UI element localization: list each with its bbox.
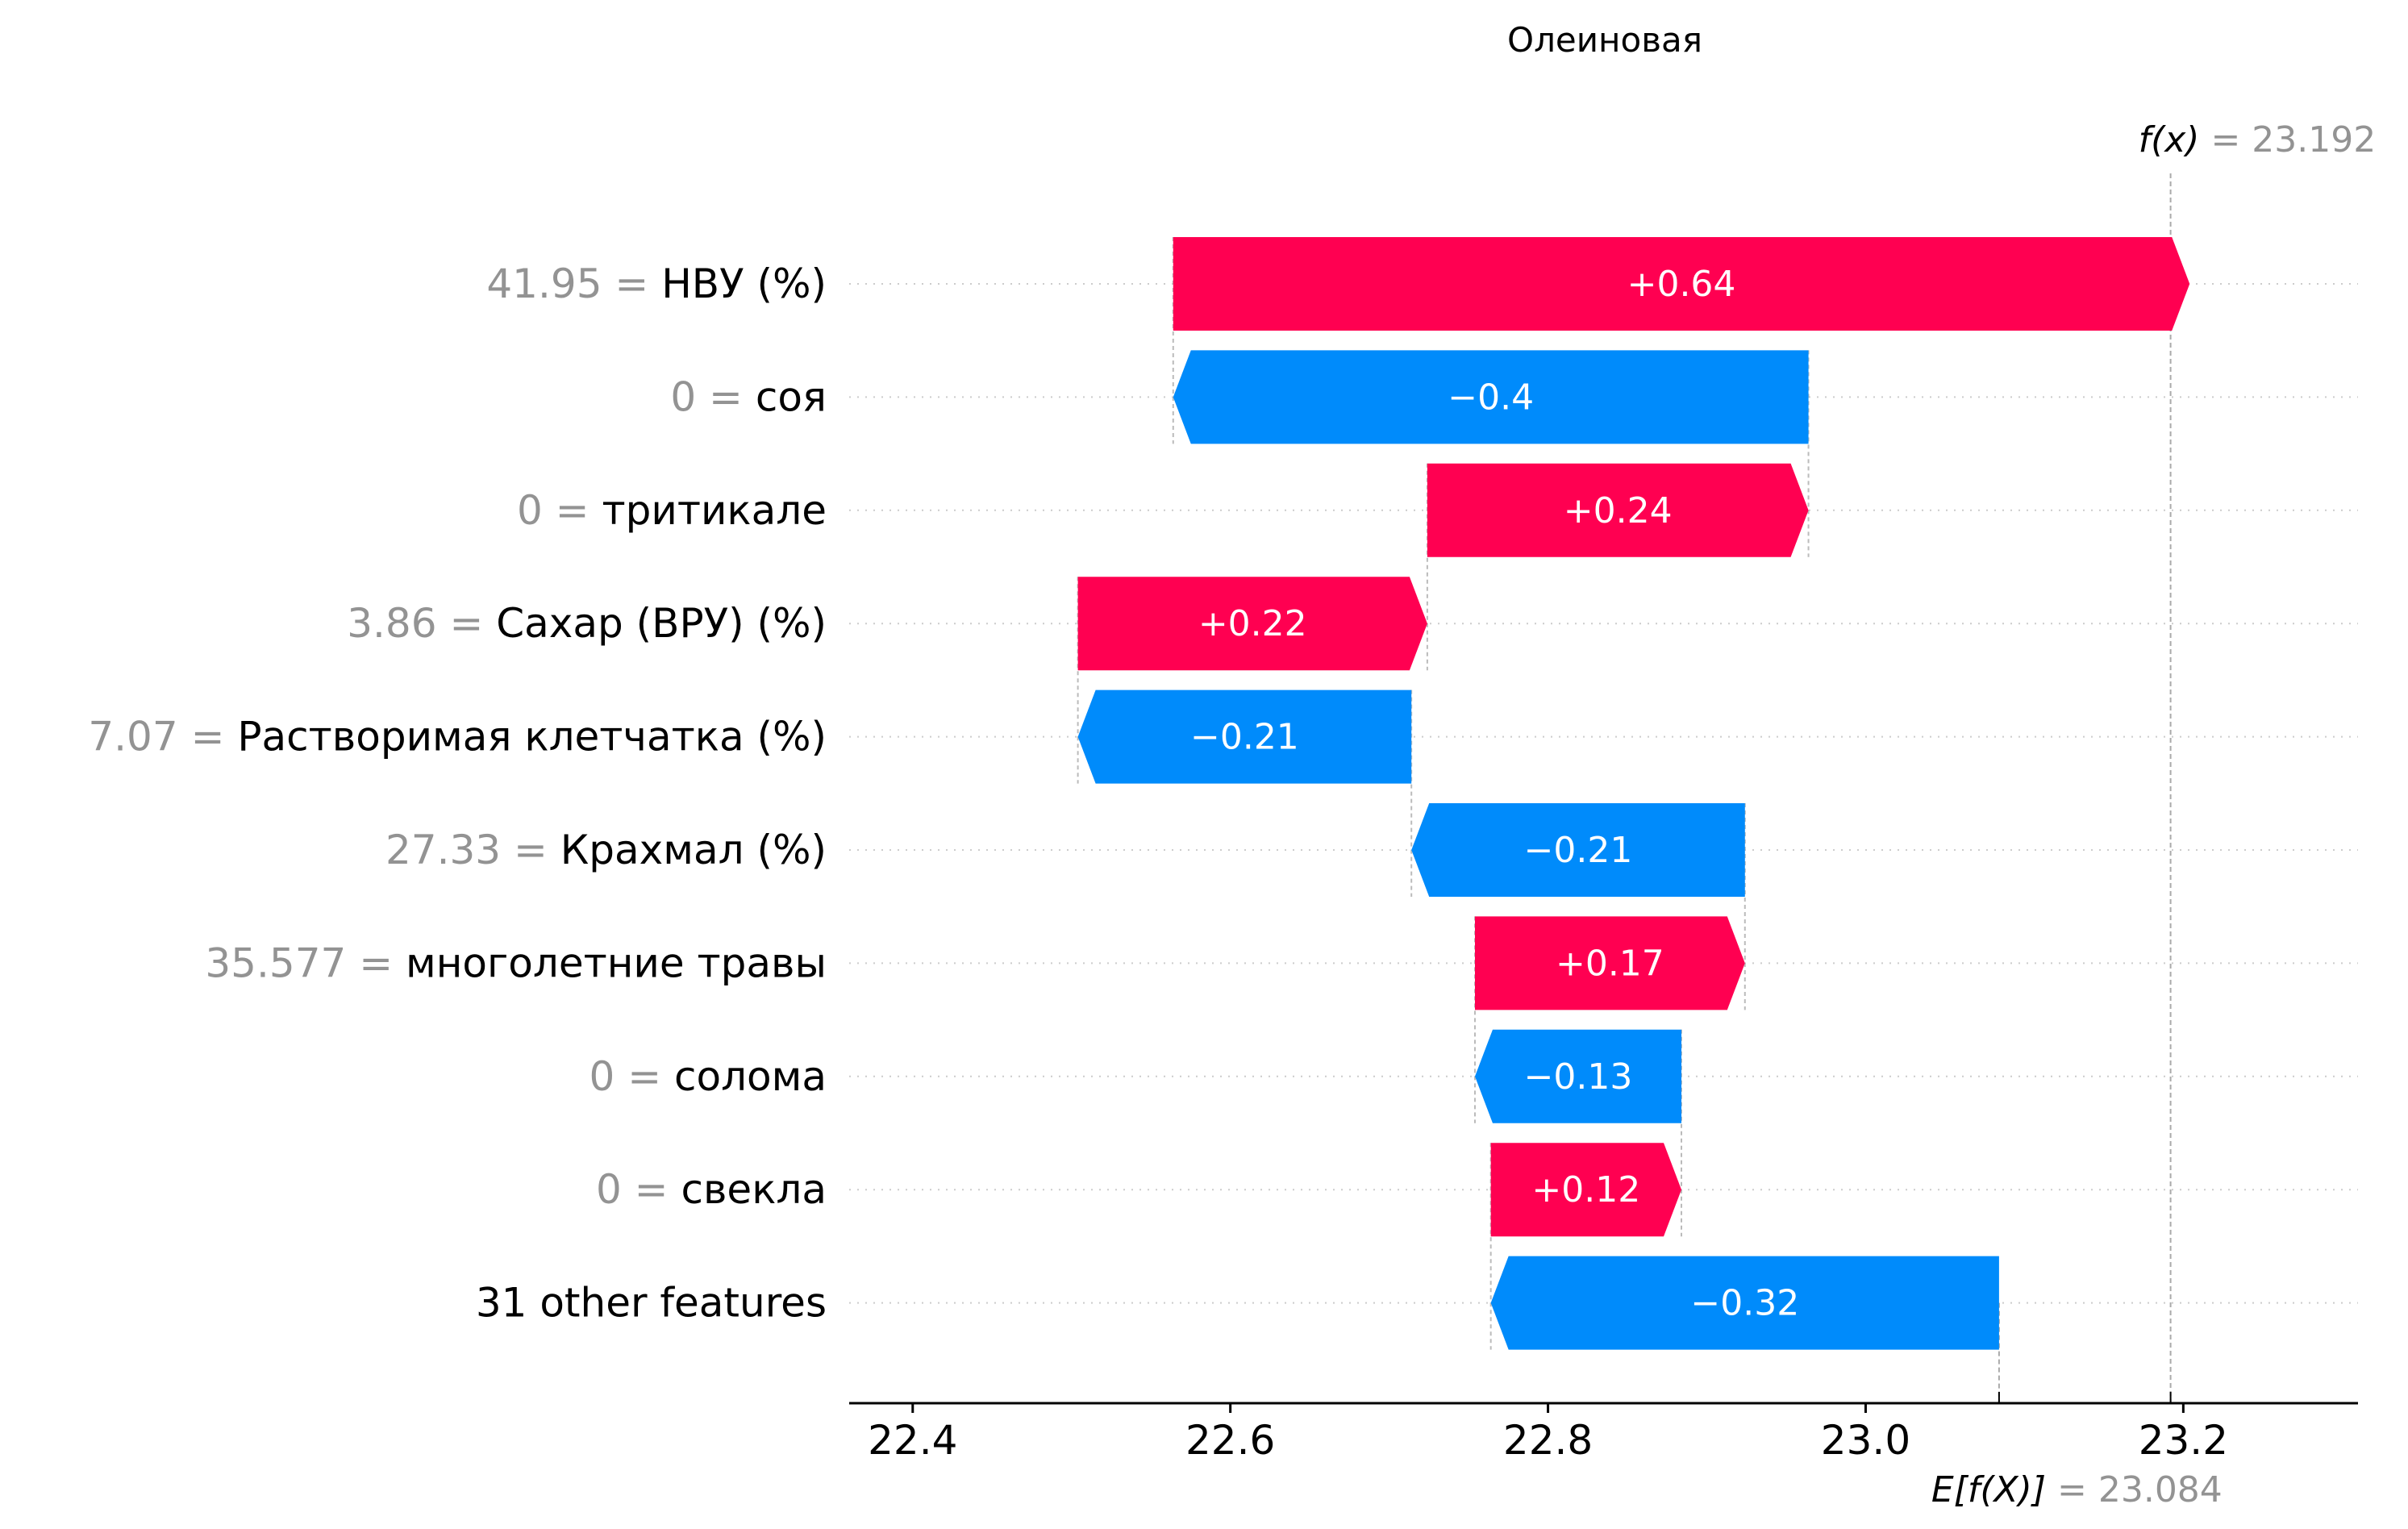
feature-value: 27.33 = <box>385 827 560 873</box>
bar-value-label: +0.24 <box>1564 490 1673 531</box>
efx-annotation: E[f(X)] = 23.084 <box>1931 1469 2223 1510</box>
feature-label: 0 = соя <box>670 373 827 420</box>
feature-label: 3.86 = Сахар (ВРУ) (%) <box>347 600 827 647</box>
bar-value-label: −0.21 <box>1190 717 1299 758</box>
feature-name: Сахар (ВРУ) (%) <box>496 600 827 647</box>
feature-value: 3.86 = <box>347 600 496 647</box>
feature-name: Растворимая клетчатка (%) <box>237 714 827 760</box>
efx-label: E[f(X)] <box>1931 1469 2057 1510</box>
positive-bar <box>1173 237 2190 331</box>
feature-value: 0 = <box>670 373 756 420</box>
bar-value-label: +0.17 <box>1556 943 1664 984</box>
feature-value: 35.577 = <box>205 939 406 986</box>
x-tick-label: 22.8 <box>1503 1417 1593 1464</box>
negative-bar <box>1490 1256 1999 1350</box>
bar-value-label: +0.64 <box>1627 264 1736 305</box>
feature-name: солома <box>674 1053 827 1100</box>
feature-label: 0 = солома <box>590 1053 827 1100</box>
bar-value-label: −0.32 <box>1690 1283 1799 1324</box>
expected-value-annotations: f(x) = 23.192 E[f(X)] = 23.084 <box>1931 119 2376 1510</box>
feature-value: 41.95 = <box>486 260 661 307</box>
positive-bar <box>1077 577 1427 671</box>
feature-name: свекла <box>681 1166 827 1213</box>
bars: +0.64 −0.4 +0.24 +0.22 −0.21 −0.21 +0.17 −0.13 +… <box>1077 237 2190 1350</box>
feature-value: 7.07 = <box>88 714 237 760</box>
feature-name: 31 other features <box>476 1280 827 1327</box>
feature-value: 0 = <box>590 1053 675 1100</box>
feature-label: 27.33 = Крахмал (%) <box>385 827 827 873</box>
negative-bar <box>1474 1029 1682 1123</box>
negative-bar <box>1173 350 1809 444</box>
feature-name: НВУ (%) <box>661 260 827 307</box>
feature-label: 31 other features <box>476 1280 827 1327</box>
feature-label: 41.95 = НВУ (%) <box>486 260 827 307</box>
feature-label: 7.07 = Растворимая клетчатка (%) <box>88 714 827 760</box>
positive-bar <box>1490 1143 1682 1237</box>
feature-value: 0 = <box>596 1166 681 1213</box>
positive-bar <box>1474 916 1745 1010</box>
feature-name: тритикале <box>602 487 827 534</box>
feature-name: соя <box>756 373 827 420</box>
bar-value-label: −0.21 <box>1524 830 1633 871</box>
x-tick-label: 22.6 <box>1185 1417 1275 1464</box>
x-axis: 22.4 22.6 22.8 23.0 23.2 <box>849 1392 2358 1464</box>
positive-bar <box>1427 463 1809 557</box>
feature-name: многолетние травы <box>406 939 827 986</box>
feature-label: 0 = тритикале <box>517 487 827 534</box>
bar-value-label: −0.13 <box>1524 1056 1633 1098</box>
feature-label: 35.577 = многолетние травы <box>205 939 827 986</box>
fx-value: = 23.192 <box>2210 119 2376 160</box>
x-tick-label: 23.0 <box>1821 1417 1910 1464</box>
negative-bar <box>1077 690 1412 784</box>
chart-title: Олеиновая <box>1507 20 1702 60</box>
x-tick-label: 22.4 <box>868 1417 957 1464</box>
efx-value: = 23.084 <box>2057 1469 2223 1510</box>
feature-label: 0 = свекла <box>596 1166 827 1213</box>
bar-value-label: +0.22 <box>1198 603 1307 644</box>
feature-value: 0 = <box>517 487 602 534</box>
bar-value-label: +0.12 <box>1531 1169 1640 1210</box>
bar-value-label: −0.4 <box>1448 377 1534 418</box>
fx-label: f(x) <box>2139 119 2211 160</box>
x-tick-label: 23.2 <box>2139 1417 2228 1464</box>
negative-bar <box>1411 803 1745 897</box>
fx-annotation: f(x) = 23.192 <box>2139 119 2377 160</box>
feature-name: Крахмал (%) <box>560 827 827 873</box>
